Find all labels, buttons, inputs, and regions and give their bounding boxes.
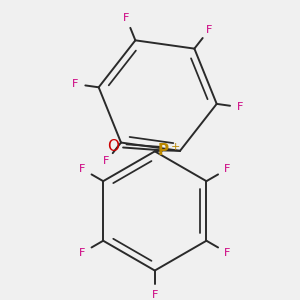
Text: F: F xyxy=(123,13,130,23)
Text: F: F xyxy=(224,164,230,174)
Text: F: F xyxy=(152,290,158,300)
Text: O: O xyxy=(107,139,119,154)
Text: P: P xyxy=(158,143,169,158)
Text: F: F xyxy=(237,102,244,112)
Text: F: F xyxy=(206,25,212,35)
Text: F: F xyxy=(79,248,85,258)
Text: F: F xyxy=(103,157,110,166)
Text: F: F xyxy=(72,79,78,89)
Text: F: F xyxy=(79,164,85,174)
Text: +: + xyxy=(171,142,181,152)
Text: F: F xyxy=(224,248,230,258)
